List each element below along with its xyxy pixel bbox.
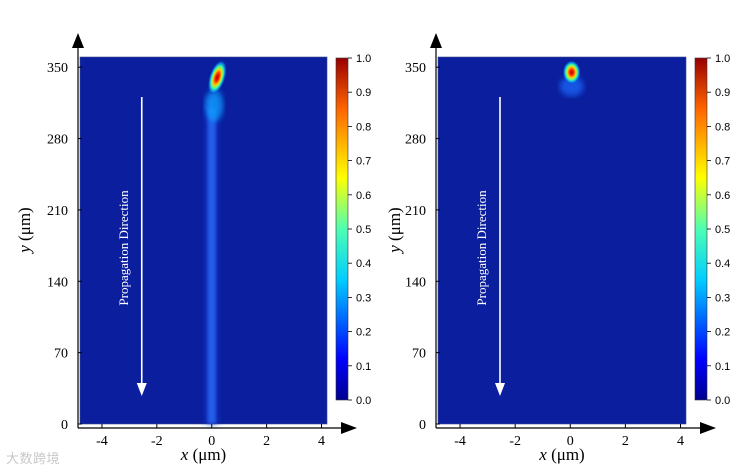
colorbar-tick-label: 0.8 [715, 121, 730, 133]
colorbar-tick-label: 0.4 [356, 258, 371, 270]
colorbar-tick-label: 0.2 [715, 327, 730, 339]
y-axis-arrow [430, 33, 442, 48]
x-tick-label: -2 [509, 434, 521, 449]
x-axis-arrow [700, 422, 716, 434]
colorbar-tick-label: 0.5 [715, 224, 730, 236]
propagation-direction-label: Propagation Direction [474, 190, 489, 306]
beam-peak [207, 60, 227, 95]
colorbar-tick-label: 0.4 [715, 258, 730, 270]
colorbar [335, 57, 349, 401]
colorbar-tick-label: 0.9 [356, 87, 371, 99]
y-tick-label: 280 [405, 133, 426, 148]
x-tick-label: 4 [677, 434, 684, 449]
colorbar-tick-label: 0.3 [715, 292, 730, 304]
beam-halo [205, 89, 224, 122]
y-tick-label: 140 [47, 275, 68, 290]
y-axis-label: y (μm) [15, 207, 34, 254]
y-tick-label: 0 [419, 418, 426, 433]
heatmap-background [438, 57, 686, 424]
propagation-direction-label: Propagation Direction [116, 190, 131, 306]
heatmap-panel-right: 0 70 140 210 280 350 -4 -2 0 2 4 x (μm) y (μm) Propag… [385, 33, 730, 464]
beam-peak [562, 60, 581, 85]
x-axis-arrow [341, 422, 357, 434]
y-axis-arrow [72, 33, 84, 48]
colorbar-tick-label: 0.1 [356, 361, 371, 373]
colorbar-tick-label: 0.0 [715, 395, 730, 407]
beam-tail-core [207, 107, 216, 424]
colorbar-tick-label: 1.0 [356, 53, 371, 65]
colorbar-tick-label: 0.9 [715, 87, 730, 99]
colorbar-tick-label: 0.7 [356, 156, 371, 168]
x-tick-label: 0 [567, 434, 574, 449]
heatmap-panel-left: 0 70 140 210 280 350 -4 -2 0 2 4 x (μm) y (μm) Propag… [15, 33, 371, 464]
y-tick-label: 210 [405, 204, 426, 219]
colorbar-tick-label: 0.2 [356, 327, 371, 339]
colorbar-tick-label: 0.3 [356, 292, 371, 304]
x-tick-label: 4 [318, 434, 325, 449]
colorbar [694, 57, 708, 401]
x-axis-label: x (μm) [538, 445, 584, 464]
y-tick-label: 350 [47, 61, 68, 76]
x-tick-label: 2 [622, 434, 629, 449]
y-tick-label: 280 [47, 133, 68, 148]
colorbar-tick-label: 0.7 [715, 156, 730, 168]
colorbar-tick-label: 0.1 [715, 361, 730, 373]
x-tick-label: -2 [151, 434, 163, 449]
y-tick-label: 70 [412, 347, 426, 362]
propagation-arrow-head [136, 383, 147, 396]
y-tick-label: 350 [405, 61, 426, 76]
x-tick-label: -4 [454, 434, 466, 449]
colorbar-tick-label: 0.0 [356, 395, 371, 407]
plot-frame [437, 56, 687, 425]
colorbar-tick-label: 0.6 [356, 190, 371, 202]
x-tick-label: -4 [96, 434, 108, 449]
propagation-arrow-head [495, 383, 505, 396]
x-tick-label: 0 [208, 434, 215, 449]
colorbar-tick-label: 1.0 [715, 53, 730, 65]
y-tick-label: 70 [54, 347, 68, 362]
x-tick-label: 2 [263, 434, 270, 449]
y-tick-label: 140 [405, 275, 426, 290]
colorbar-tick-label: 0.5 [356, 224, 371, 236]
colorbar-tick-label: 0.6 [715, 190, 730, 202]
y-tick-label: 210 [47, 204, 68, 219]
x-axis-label: x (μm) [180, 445, 226, 464]
plot-frame [79, 56, 328, 425]
beam-halo [559, 76, 584, 97]
y-axis-label: y (μm) [385, 207, 404, 254]
watermark-text: 大数跨境 [6, 452, 61, 467]
colorbar-tick-label: 0.8 [356, 121, 371, 133]
y-tick-label: 0 [61, 418, 68, 433]
